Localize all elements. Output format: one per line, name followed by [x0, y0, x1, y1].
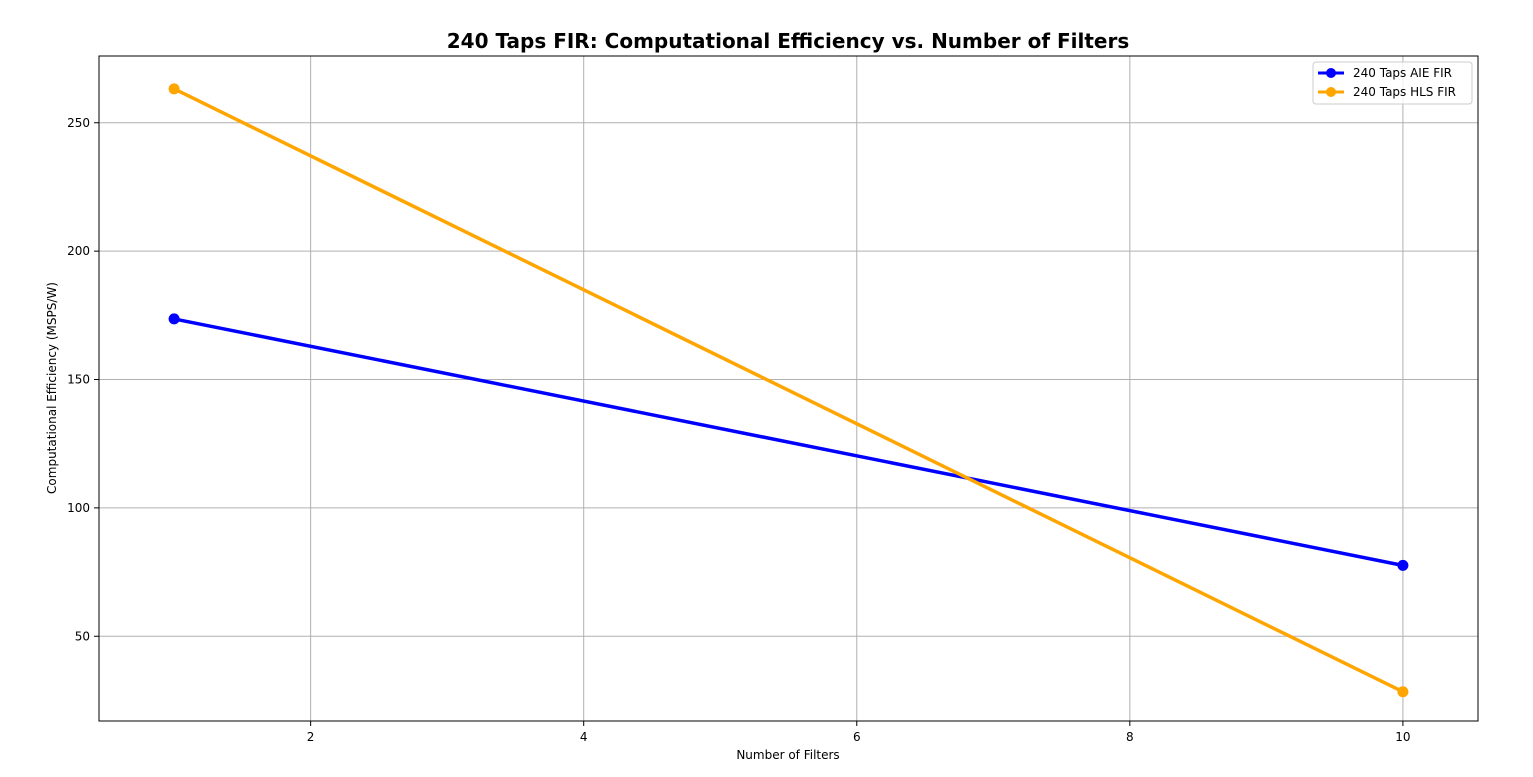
x-tick-label: 10 — [1395, 730, 1410, 744]
axis-ticks: 2 4 6 8 10 50 100 150 200 250 — [67, 116, 1410, 744]
series-point-1 — [168, 83, 180, 95]
series-point-1 — [1397, 686, 1409, 698]
y-axis-label: Computational Efficiency (MSPS/W) — [45, 282, 59, 494]
plot-frame — [98, 55, 1479, 722]
series-line-1 — [173, 87, 1404, 694]
x-tick-label: 6 — [853, 730, 861, 744]
legend-marker-hls — [1326, 87, 1336, 97]
series-line-0 — [173, 317, 1404, 568]
y-tick-label: 150 — [67, 373, 90, 387]
y-tick-label: 100 — [67, 501, 90, 515]
grid — [99, 56, 1478, 721]
plot-series — [168, 83, 1409, 698]
y-tick-label: 200 — [67, 244, 90, 258]
x-axis-label: Number of Filters — [736, 748, 839, 762]
legend-label-hls: 240 Taps HLS FIR — [1353, 85, 1456, 99]
x-tick-label: 8 — [1126, 730, 1134, 744]
y-tick-label: 250 — [67, 116, 90, 130]
series-point-0 — [1397, 559, 1409, 571]
legend-label-aie: 240 Taps AIE FIR — [1353, 66, 1452, 80]
chart-title: 240 Taps FIR: Computational Efficiency v… — [447, 29, 1130, 53]
legend-box — [1312, 61, 1473, 105]
x-tick-label: 4 — [580, 730, 588, 744]
legend-marker-aie — [1326, 68, 1336, 78]
legend: 240 Taps AIE FIR 240 Taps HLS FIR — [1312, 61, 1473, 105]
series-point-0 — [168, 313, 180, 325]
y-tick-label: 50 — [75, 629, 90, 643]
x-tick-label: 2 — [307, 730, 315, 744]
